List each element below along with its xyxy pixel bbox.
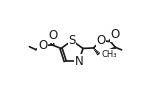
Text: O: O	[38, 39, 47, 52]
Text: N: N	[74, 55, 83, 68]
Text: O: O	[110, 28, 120, 41]
Text: CH₃: CH₃	[101, 50, 117, 59]
Text: O: O	[96, 34, 105, 47]
Text: O: O	[48, 29, 57, 42]
Text: S: S	[68, 34, 76, 47]
